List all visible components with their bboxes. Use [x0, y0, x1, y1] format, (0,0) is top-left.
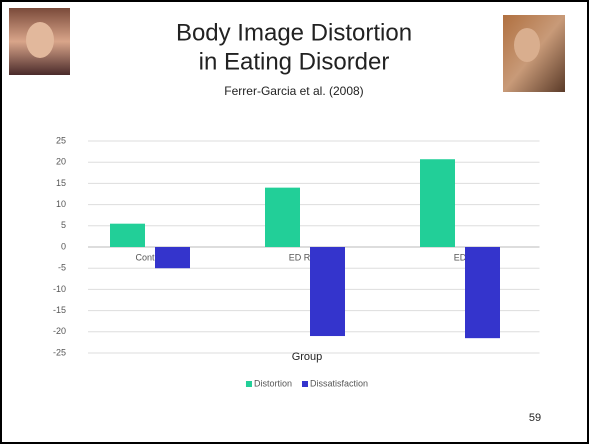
y-tick-label: 5 [61, 220, 66, 230]
y-tick-label: -10 [53, 284, 66, 294]
x-tick-label: ED [454, 252, 467, 262]
y-tick-label: 20 [56, 157, 66, 167]
y-tick-label: -20 [53, 326, 66, 336]
y-tick-label: -15 [53, 305, 66, 315]
legend-swatch [245, 381, 252, 387]
title-line: in Eating Disorder [199, 48, 390, 75]
y-tick-label: 25 [56, 135, 66, 145]
portrait-face [514, 28, 540, 62]
portrait-face [26, 22, 54, 58]
bar [465, 247, 500, 339]
x-tick-label: ED Risk [289, 252, 322, 262]
legend-label: Dissatisfaction [310, 378, 368, 388]
bar [310, 247, 345, 337]
chart: 25 20 15 10 5 0 -5 -10 -15 -20 -25 Control ED Risk ED… [53, 135, 540, 388]
bar [420, 159, 455, 247]
bar [110, 223, 145, 247]
y-tick-label: -5 [58, 263, 66, 273]
x-axis-title: Group [292, 351, 323, 363]
legend-label: Distortion [254, 378, 292, 388]
y-tick-label: 10 [56, 199, 66, 209]
title-line: Body Image Distortion [176, 19, 412, 46]
x-tick-label: Control [135, 252, 164, 262]
bar [155, 247, 190, 269]
subtitle: Ferrer-Garcia et al. (2008) [224, 84, 363, 98]
y-tick-label: -25 [53, 347, 66, 357]
legend-swatch [301, 381, 308, 387]
y-tick-label: 0 [61, 241, 66, 251]
bar [265, 187, 300, 247]
page-number: 59 [529, 412, 541, 424]
y-tick-label: 15 [56, 178, 66, 188]
